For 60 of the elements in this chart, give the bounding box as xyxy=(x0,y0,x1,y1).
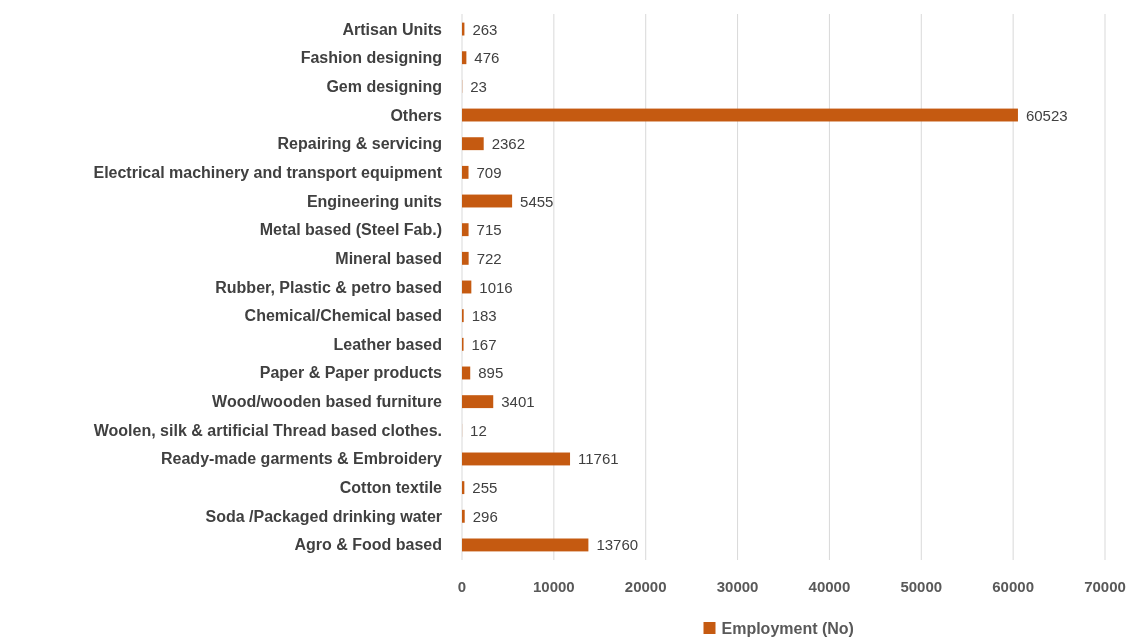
bar xyxy=(462,51,467,65)
data-label: 167 xyxy=(471,335,497,353)
data-label: 895 xyxy=(478,364,504,382)
bar xyxy=(462,366,471,380)
y-tick-label: Cotton textile xyxy=(339,479,443,497)
bar xyxy=(462,137,484,151)
y-tick-label: Woolen, silk & artificial Thread based clothes. xyxy=(93,421,442,439)
legend-label: Employment (No) xyxy=(721,619,854,637)
x-tick-label: 30000 xyxy=(716,578,759,595)
bar xyxy=(462,251,469,265)
y-tick-label: Soda /Packaged drinking water xyxy=(205,507,442,525)
data-label: 255 xyxy=(472,479,498,497)
bar xyxy=(462,452,571,466)
x-tick-label: 20000 xyxy=(624,578,667,595)
x-tick-label: 0 xyxy=(457,578,467,595)
data-label: 296 xyxy=(472,507,498,525)
x-tick-label: 50000 xyxy=(900,578,943,595)
data-label: 1016 xyxy=(479,278,513,296)
bar xyxy=(462,165,469,179)
data-label: 2362 xyxy=(491,135,526,153)
y-tick-label: Chemical/Chemical based xyxy=(244,307,442,325)
data-label: 476 xyxy=(474,49,500,67)
bar xyxy=(462,509,465,523)
y-tick-label: Gem designing xyxy=(326,77,442,95)
y-tick-label: Electrical machinery and transport equipment xyxy=(93,163,443,181)
data-label: 11761 xyxy=(578,450,619,468)
y-tick-label: Wood/wooden based furniture xyxy=(212,393,443,411)
bar xyxy=(462,538,589,552)
bar xyxy=(462,280,472,294)
data-label: 12 xyxy=(470,421,487,439)
y-tick-label: Others xyxy=(390,106,443,124)
bar xyxy=(462,108,1018,122)
y-tick-label: Ready-made garments & Embroidery xyxy=(161,450,443,468)
x-tick-label: 60000 xyxy=(992,578,1034,595)
data-label: 263 xyxy=(472,20,498,38)
data-label: 5455 xyxy=(520,192,554,210)
x-tick-label: 40000 xyxy=(808,578,851,595)
bar xyxy=(462,395,494,409)
y-tick-label: Mineral based xyxy=(335,249,442,267)
y-tick-label: Agro & Food based xyxy=(294,536,442,554)
x-tick-label: 70000 xyxy=(1084,578,1126,595)
y-tick-label: Artisan Units xyxy=(342,20,443,38)
data-label: 13760 xyxy=(596,536,639,554)
data-label: 60523 xyxy=(1025,106,1068,124)
y-tick-label: Engineering units xyxy=(306,192,443,210)
y-tick-label: Metal based (Steel Fab.) xyxy=(259,221,442,239)
y-tick-label: Leather based xyxy=(333,335,442,353)
bar xyxy=(462,223,469,237)
data-label: 183 xyxy=(471,307,497,325)
y-tick-label: Paper & Paper products xyxy=(259,364,443,382)
y-tick-label: Fashion designing xyxy=(300,49,442,67)
y-tick-label: Repairing & servicing xyxy=(277,135,442,153)
data-label: 3401 xyxy=(501,393,535,411)
data-label: 715 xyxy=(476,221,502,239)
y-tick-label: Rubber, Plastic & petro based xyxy=(215,278,442,296)
data-label: 709 xyxy=(476,163,502,181)
data-label: 722 xyxy=(476,249,502,267)
bar xyxy=(462,194,513,208)
x-tick-label: 10000 xyxy=(533,578,575,595)
data-label: 23 xyxy=(470,77,487,95)
